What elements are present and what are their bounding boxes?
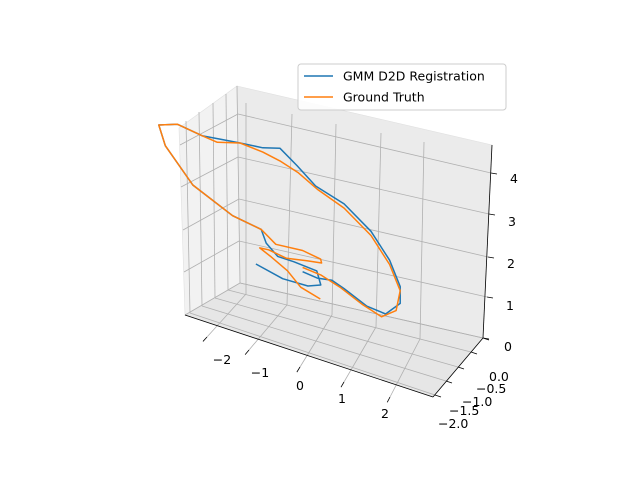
series-line-gmm-d2d-registration [158,123,401,315]
y-tick-mark [434,394,442,398]
legend-label-gmm-d2d-registration: GMM D2D Registration [343,69,485,84]
back-grid-line [237,156,490,215]
left-grid-line [198,111,203,307]
back-grid-line [237,113,492,174]
back-grid-line [239,282,484,339]
y-tick-mark [457,366,465,370]
back-grid-line [419,141,425,340]
z-tick-labels: 0 1 2 3 4 [504,171,518,354]
x-tick-label: 2 [381,406,389,421]
left-grid-line [179,113,239,146]
floor-grid-line [214,297,459,368]
y-tick-label: −0.5 [476,381,506,396]
axis-lines [184,144,493,398]
z-tick-mark [488,213,496,216]
series-line-ground-truth [158,123,401,318]
z-tick-mark [482,337,490,340]
z-tick-label: 2 [507,256,515,271]
left-grid-line [225,93,229,291]
left-grid-line [182,198,240,231]
y-tick-label: −1.0 [462,394,492,409]
y-tick-mark [470,351,478,355]
z-tick-label: 3 [508,214,516,229]
legend-box [297,63,507,111]
axes-3d [178,85,498,403]
back-grid-line [375,132,382,328]
x-tick-mark [386,396,391,403]
left-grid-line [184,282,241,316]
y-tick-mark [445,380,453,384]
floor-grid-line [227,289,472,353]
x-tick-labels: −2 −1 0 1 2 [213,352,389,421]
x-tick-mark [244,349,250,355]
left-grid-line [185,120,191,314]
grid-lines [179,85,492,398]
floor-grid-line [201,305,447,382]
z-tick-label: 0 [504,339,512,354]
legend: GMM D2D Registration Ground Truth [297,63,507,111]
x-tick-label: −2 [213,352,231,367]
z-tick-label: 4 [510,171,518,186]
z-tick-label: 1 [506,298,514,313]
left-grid-line [183,240,240,273]
z-tick-mark [487,256,495,259]
x-tick-mark [340,381,345,388]
x-tick-label: −1 [251,365,269,380]
x-tick-label: 1 [338,391,346,406]
y-tick-label: −1.5 [449,403,479,418]
y-tick-labels: 0.0 −0.5 −1.0 −1.5 −2.0 [438,369,509,431]
back-grid-line [238,240,488,298]
floor-grid-line [206,293,247,338]
x-tick-mark [202,336,208,342]
series-layer [158,123,401,318]
left-grid-line [236,85,241,284]
x-tick-label: 0 [296,378,304,393]
z-tick-mark [486,296,494,299]
floor-grid-line [189,312,436,396]
z-tick-mark [490,172,498,175]
floor-grid-line [248,304,288,351]
x-tick-mark [296,366,301,373]
axis-ticks [202,172,498,403]
legend-label-ground-truth: Ground Truth [343,90,425,105]
y-tick-label: 0.0 [489,369,509,384]
back-grid-line [286,113,293,306]
y-tick-label: −2.0 [438,416,468,431]
